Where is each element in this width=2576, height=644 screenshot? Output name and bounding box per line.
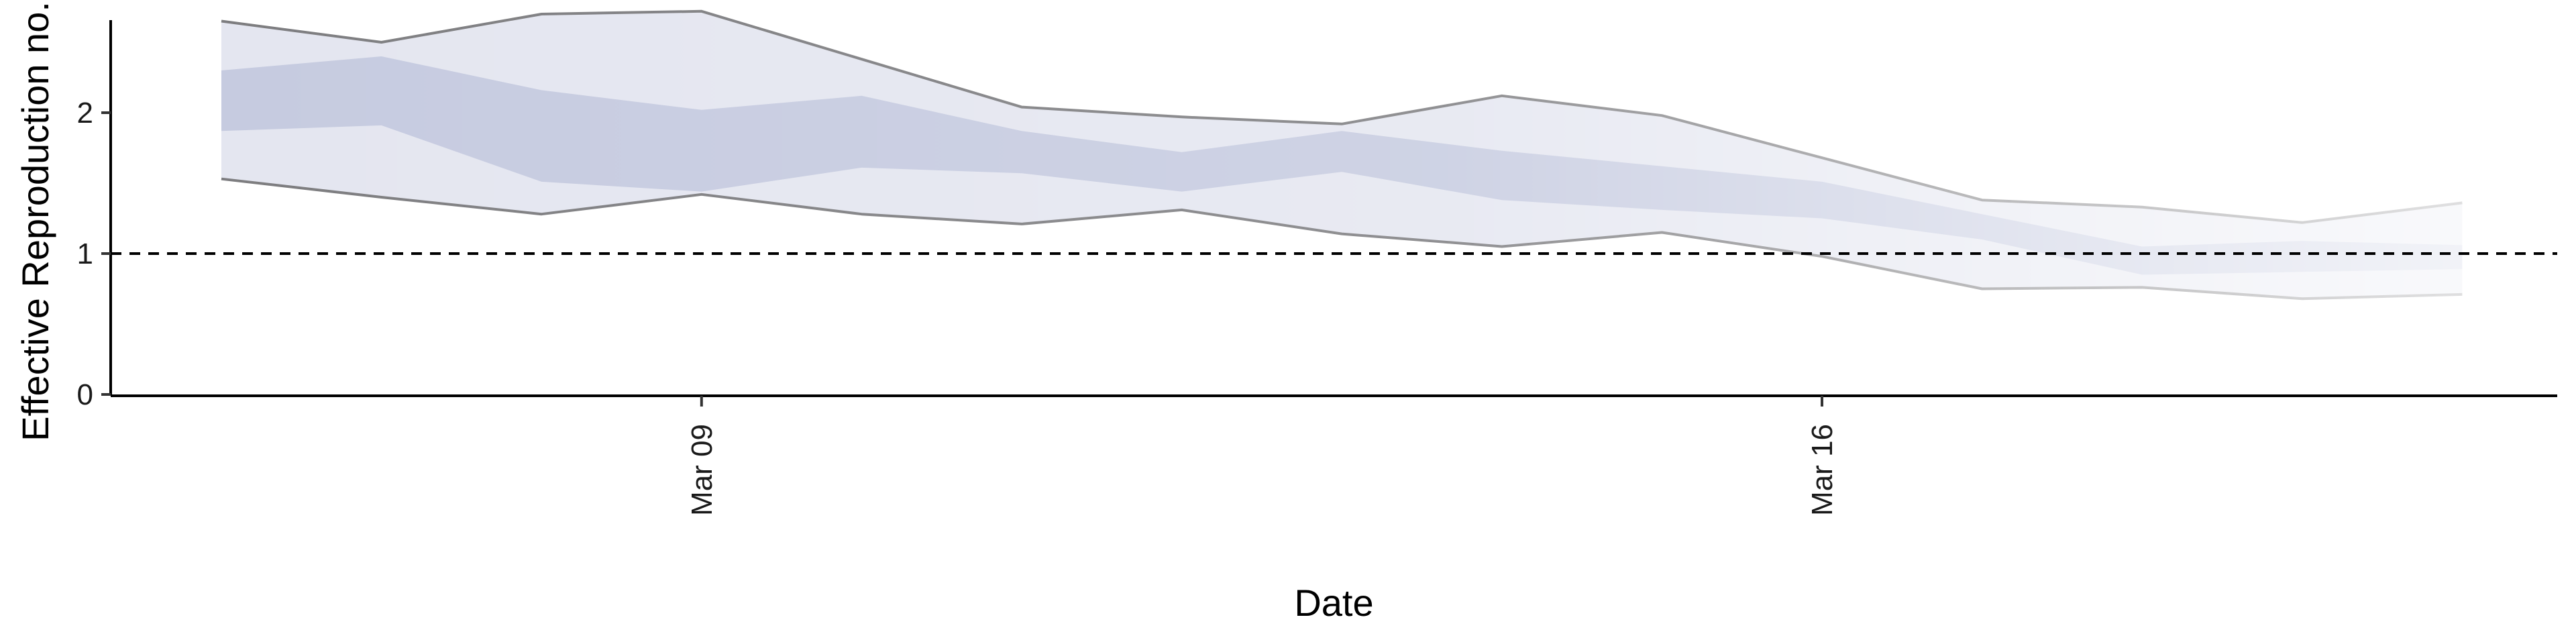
y-tick-label: 0 <box>77 378 93 411</box>
y-axis-title: Effective Reproduction no. <box>14 1 56 441</box>
y-tick-label: 1 <box>77 237 93 270</box>
x-tick-label: Mar 16 <box>1806 424 1839 516</box>
y-axis: 0 1 2 <box>77 20 112 411</box>
x-axis: Mar 09 Mar 16 <box>111 394 2557 516</box>
inner-interval-band <box>221 56 2463 275</box>
plot-marks <box>221 9 2463 301</box>
outer-lower-bound-line <box>221 177 2463 301</box>
x-tick-label: Mar 09 <box>686 424 718 516</box>
outer-upper-bound-line <box>221 9 2463 224</box>
x-axis-title: Date <box>1294 582 1373 624</box>
y-tick-label: 2 <box>77 97 93 129</box>
